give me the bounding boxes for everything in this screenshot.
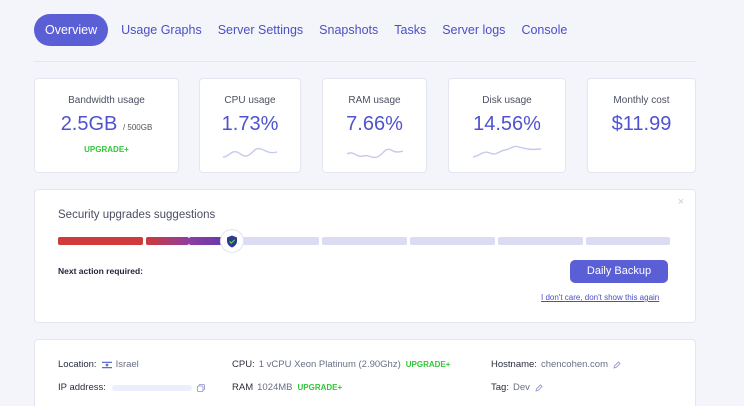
bandwidth-total: / 500GB (122, 123, 153, 132)
ram-row: RAM 1024MB UPGRADE+ (232, 382, 342, 393)
server-info-card: Location: Israel IP address: CPU: 1 vCPU… (34, 339, 696, 406)
location-row: Location: Israel (58, 359, 139, 370)
progress-segment (58, 237, 143, 245)
disk-card: Disk usage 14.56% (448, 78, 566, 173)
bandwidth-card: Bandwidth usage 2.5GB / 500GB UPGRADE+ (34, 78, 179, 173)
hostname-value: chencohen.com (540, 359, 609, 370)
tab-usage-graphs[interactable]: Usage Graphs (121, 23, 202, 37)
tab-console[interactable]: Console (521, 23, 568, 37)
progress-segment (146, 237, 189, 245)
close-icon[interactable]: × (677, 196, 684, 208)
cpu-upgrade-link[interactable]: UPGRADE+ (405, 360, 451, 369)
cpu-sparkline (222, 147, 278, 158)
security-title: Security upgrades suggestions (58, 209, 216, 221)
server-tabs: Overview Usage Graphs Server Settings Sn… (34, 14, 575, 46)
ram-info-value: 1024MB (257, 382, 293, 393)
progress-segment (234, 237, 319, 245)
ram-info-label: RAM (232, 382, 254, 393)
bandwidth-value: 2.5GB / 500GB (35, 113, 178, 136)
cpu-row: CPU: 1 vCPU Xeon Platinum (2.90Ghz) UPGR… (232, 359, 450, 370)
monthly-cost-value: $11.99 (611, 113, 672, 135)
ram-label: RAM usage (348, 95, 401, 106)
tab-server-settings[interactable]: Server Settings (217, 23, 304, 37)
tab-tasks[interactable]: Tasks (394, 23, 427, 37)
shield-check-icon (221, 230, 243, 252)
ram-card: RAM usage 7.66% (322, 78, 427, 173)
bandwidth-upgrade-link[interactable]: UPGRADE+ (84, 145, 129, 154)
tab-server-logs[interactable]: Server logs (442, 23, 506, 37)
tab-overview[interactable]: Overview (34, 14, 109, 46)
cpu-info-label: CPU: (232, 359, 255, 370)
bandwidth-used: 2.5GB (60, 113, 118, 135)
disk-label: Disk usage (482, 95, 532, 106)
cpu-value: 1.73% (221, 113, 279, 135)
disk-sparkline (472, 145, 542, 158)
location-label: Location: (58, 359, 97, 370)
ram-value: 7.66% (346, 113, 403, 135)
monthly-cost-card: Monthly cost $11.99 (587, 78, 696, 173)
bandwidth-label: Bandwidth usage (68, 95, 145, 106)
progress-segment (498, 237, 583, 245)
hostname-row: Hostname: chencohen.com (491, 359, 621, 370)
security-progress-bar (58, 237, 670, 245)
ip-label: IP address: (58, 382, 106, 393)
pencil-icon[interactable] (535, 383, 543, 392)
tab-snapshots[interactable]: Snapshots (319, 23, 379, 37)
next-action-label: Next action required: (58, 266, 144, 276)
cpu-label: CPU usage (224, 95, 276, 106)
progress-segment (410, 237, 495, 245)
ip-row: IP address: (58, 382, 205, 393)
location-value: Israel (115, 359, 139, 370)
security-suggestions-card: Security upgrades suggestions × Next act… (34, 189, 696, 323)
copy-icon[interactable] (196, 383, 205, 392)
dismiss-suggestions-link[interactable]: I don't care, don't show this again (541, 293, 660, 302)
ram-upgrade-link[interactable]: UPGRADE+ (297, 383, 343, 392)
tabs-divider (34, 61, 696, 62)
daily-backup-button[interactable]: Daily Backup (570, 260, 668, 283)
progress-segment (189, 237, 232, 245)
progress-segment (586, 237, 670, 245)
israel-flag-icon (101, 360, 112, 369)
tag-value: Dev (512, 382, 530, 393)
ip-value-masked (111, 384, 192, 391)
cpu-card: CPU usage 1.73% (199, 78, 301, 173)
hostname-label: Hostname: (491, 359, 537, 370)
pencil-icon[interactable] (613, 360, 621, 369)
tag-row: Tag: Dev (491, 382, 543, 393)
disk-value: 14.56% (473, 113, 541, 135)
monthly-cost-label: Monthly cost (613, 95, 670, 106)
ram-sparkline (346, 148, 403, 159)
tag-label: Tag: (491, 382, 509, 393)
progress-segment (322, 237, 407, 245)
cpu-info-value: 1 vCPU Xeon Platinum (2.90Ghz) (258, 359, 401, 370)
